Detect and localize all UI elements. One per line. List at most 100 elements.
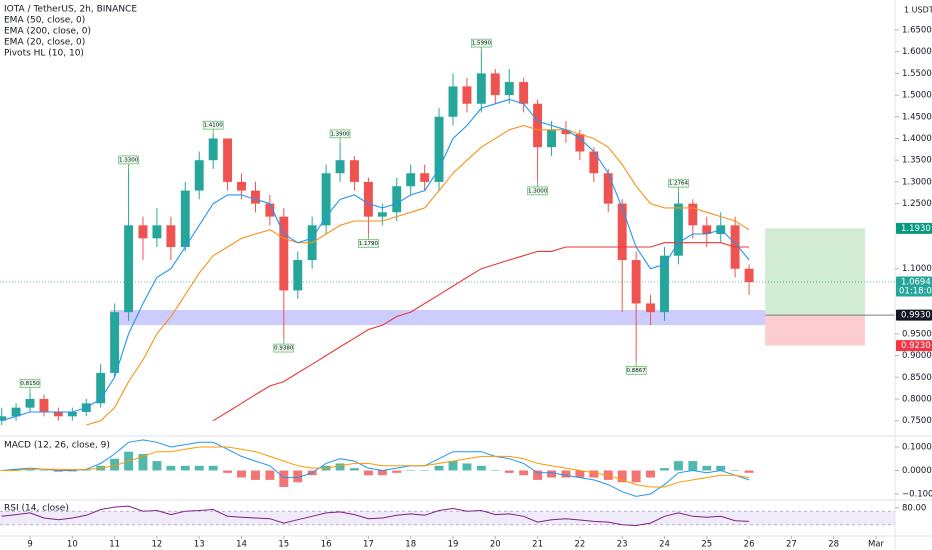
- x-tick-label: 25: [701, 540, 712, 550]
- y-tick-label: 1.6500: [902, 25, 932, 35]
- x-tick-label: 11: [109, 540, 120, 550]
- support-zone: [109, 309, 766, 326]
- macd-histogram-bar: [575, 470, 585, 478]
- indicator-line: [1, 439, 750, 497]
- pivot-box: [471, 38, 492, 48]
- macd-histogram-bar: [138, 454, 148, 471]
- macd-histogram-bar: [363, 470, 373, 476]
- pivot-label: 0.8150: [20, 381, 40, 387]
- macd-histogram-bar: [279, 470, 289, 487]
- pivot-label: 1.1790: [359, 241, 379, 247]
- x-tick-label: Mar: [868, 540, 885, 550]
- x-tick-label: 17: [363, 540, 374, 550]
- candle-body: [631, 260, 641, 304]
- macd-histogram-bar: [81, 470, 91, 471]
- candle-body: [321, 173, 331, 226]
- candle-body: [39, 398, 49, 412]
- x-tick-label: 18: [405, 540, 416, 550]
- candle-body: [660, 255, 669, 313]
- x-tick-label: 27: [786, 540, 797, 550]
- macd-histogram-bar: [265, 470, 275, 480]
- pivot-box: [625, 366, 647, 375]
- candle-body: [279, 216, 289, 291]
- pane-title: MACD (12, 26, close, 9): [4, 441, 110, 451]
- candle-body: [25, 398, 35, 408]
- candle-body: [166, 225, 176, 248]
- axes: 1.6500 1.6000 1.5500 1.5000 1.4500 1.4000 1.35…: [27, 25, 932, 550]
- y-tick-label: 80.00: [902, 503, 926, 513]
- macd-histogram-bar: [646, 470, 655, 478]
- stop-area: [765, 315, 865, 346]
- candle-body: [208, 138, 218, 161]
- macd-histogram-bar: [716, 465, 726, 471]
- y-tick-label: 1.4500: [902, 112, 932, 122]
- target-tag-bg: [896, 222, 932, 234]
- x-tick-label: 10: [67, 540, 78, 550]
- y-tick-label: 0.7500: [902, 416, 932, 426]
- rsi-band: [0, 511, 895, 525]
- plot-area: 0.8150 1.3300 1.4100 1.3900 1.5990 1.2764 0.93…: [0, 38, 895, 527]
- candle-body: [575, 134, 585, 152]
- candle-body: [53, 411, 63, 417]
- candle-body: [744, 268, 754, 283]
- legend-entry: Pivots HL (10, 10): [4, 49, 84, 59]
- y-tick-label: 1.5000: [902, 91, 932, 101]
- pivot-box: [329, 129, 351, 139]
- macd-histogram-bar: [561, 470, 571, 478]
- candle-body: [265, 203, 275, 217]
- candle-body: [462, 86, 472, 104]
- macd-histogram-bar: [251, 470, 260, 480]
- macd-histogram-bar: [39, 470, 49, 471]
- macd-histogram-bar: [25, 469, 35, 471]
- x-tick-label: 28: [828, 540, 839, 550]
- y-tick-label: 1.2500: [902, 199, 932, 209]
- pivot-box: [273, 343, 295, 353]
- macd-histogram-bar: [631, 470, 641, 483]
- y-tick-label: 1.6000: [902, 47, 932, 57]
- macd-histogram-bar: [547, 470, 557, 478]
- candle-body: [124, 225, 134, 313]
- macd-histogram-bar: [504, 470, 514, 473]
- symbol-title: IOTA / TetherUS, 2h, BINANCE: [4, 5, 137, 15]
- y-tick-label: 0.8000: [902, 394, 932, 404]
- candle-body: [335, 160, 345, 174]
- macd-histogram-bar: [660, 468, 669, 471]
- y-tick-label: 0.1000: [902, 442, 932, 452]
- macd-histogram-bar: [293, 470, 303, 483]
- y-tick-label: 0.9000: [902, 351, 932, 361]
- macd-histogram-bar: [589, 470, 599, 478]
- legend-entry: EMA (20, close, 0): [4, 38, 85, 48]
- candle-body: [11, 407, 21, 417]
- currency-label: 1 USDT: [904, 6, 932, 15]
- macd-histogram-bar: [673, 461, 683, 471]
- macd-histogram-bar: [476, 465, 486, 471]
- pane-title: RSI (14, close): [4, 504, 69, 514]
- pivot-label: 1.4100: [204, 123, 224, 129]
- x-tick-label: 13: [194, 540, 205, 550]
- candle-body: [251, 190, 260, 204]
- pivot-label: 1.3300: [119, 157, 139, 163]
- x-tick-label: 21: [532, 540, 543, 550]
- pivot-box: [202, 120, 224, 130]
- candle-body: [392, 186, 402, 213]
- macd-histogram-bar: [533, 470, 543, 480]
- candle-body: [448, 86, 458, 117]
- entry-tag-bg: [896, 309, 932, 321]
- candle-body: [152, 225, 162, 239]
- pivot-label: 1.2764: [669, 181, 689, 187]
- macd-histogram-bar: [335, 463, 345, 471]
- y-tick-label: 0.8500: [902, 373, 932, 383]
- x-tick-label: 12: [152, 540, 163, 550]
- indicator-line: [1, 446, 750, 488]
- macd-histogram-bar: [392, 470, 402, 473]
- y-tick-label: 1.3000: [902, 177, 932, 187]
- candle-body: [0, 416, 7, 421]
- candle-body: [138, 225, 148, 239]
- macd-histogram-bar: [519, 470, 529, 476]
- x-tick-label: 20: [490, 540, 501, 550]
- macd-histogram-bar: [349, 468, 359, 471]
- macd-histogram-bar: [702, 465, 712, 471]
- macd-histogram-bar: [208, 465, 218, 471]
- x-tick-label: 9: [27, 540, 32, 550]
